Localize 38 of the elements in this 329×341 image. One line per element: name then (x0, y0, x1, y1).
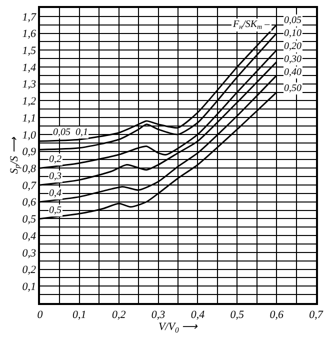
series-label: 0,05 (284, 15, 302, 26)
y-tick-label: 1,7 (22, 11, 37, 24)
annotation: 0,05 0,1 (53, 127, 88, 138)
x-tick-label: 0,2 (112, 308, 126, 321)
y-tick-label: 0,9 (22, 146, 37, 158)
x-axis-title: V/V$_{0}$ ⟶ (158, 320, 199, 334)
x-tick-label: 0 (37, 308, 44, 321)
legend-title: F$_{н}$/SK$_{т}$ – (232, 19, 271, 32)
x-tick-label: 0,4 (190, 308, 206, 321)
x-tick-label: 0,5 (230, 308, 245, 321)
y-tick-label: 1,3 (22, 78, 37, 91)
y-tick-label: 0,2 (22, 264, 37, 276)
y-tick-label: 0,7 (22, 180, 37, 192)
y-tick-label: 1,0 (22, 129, 37, 142)
series-label: 0,30 (284, 54, 302, 65)
y-tick-label: 1,6 (22, 28, 37, 40)
series-label: 0,40 (284, 67, 302, 78)
y-tick-label: 0,6 (22, 196, 37, 209)
y-tick-label: 0,4 (22, 230, 37, 242)
y-tick-label: 0,8 (22, 162, 37, 175)
y-tick-label: 1,5 (22, 44, 37, 57)
y-tick-label: 1,1 (22, 112, 36, 124)
y-tick-label: 0,1 (22, 280, 36, 293)
x-tick-label: 0,6 (270, 308, 284, 321)
y-tick-label: 0,3 (22, 247, 37, 260)
annotation: 0,2 (49, 154, 62, 165)
x-tick-label: 0,7 (309, 308, 324, 321)
annotation: 0,5 (49, 205, 62, 216)
series-label: 0,50 (284, 83, 302, 94)
annotation: 0,3 (49, 171, 62, 182)
x-tick-label: 0,1 (72, 308, 86, 321)
y-tick-label: 0,5 (22, 214, 37, 226)
annotation: 0,4 (49, 188, 62, 199)
y-tick-label: 1,2 (22, 96, 37, 108)
y-tick-label: 1,4 (22, 62, 37, 74)
series-label: 0,20 (284, 41, 302, 52)
x-tick-label: 0,3 (151, 308, 166, 321)
series-label: 0,10 (284, 28, 302, 39)
